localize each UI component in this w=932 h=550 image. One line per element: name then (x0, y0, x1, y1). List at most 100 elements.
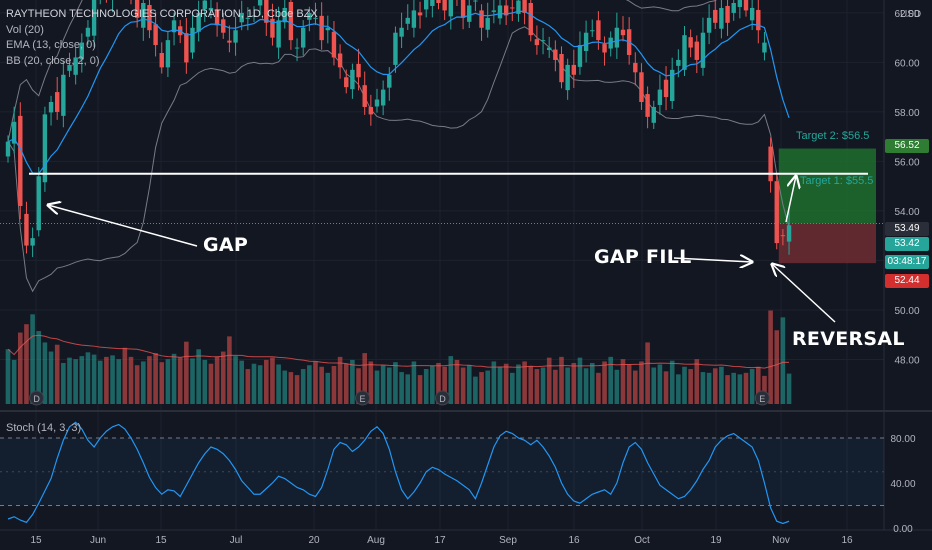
candle-body (405, 17, 410, 24)
volume-bar (479, 372, 484, 404)
event-badge-label: D (439, 394, 446, 404)
countdown-label: 03:48:17 (885, 255, 929, 269)
bb-lower (7, 26, 790, 293)
volume-bar (448, 356, 454, 404)
volume-bar (571, 362, 577, 404)
candle-body (577, 45, 583, 67)
candle-body (620, 29, 626, 36)
candle-body (307, 12, 312, 20)
volume-bar (454, 359, 460, 404)
event-badge (355, 390, 371, 406)
candle-body (42, 114, 48, 183)
candle-body (768, 146, 773, 182)
candle-body (559, 53, 564, 83)
volume-bar (134, 365, 140, 404)
volume-bar (79, 356, 85, 404)
target1-label: Target 1: $55.5 (800, 175, 874, 187)
volume-bar (337, 356, 343, 404)
stoch-tick-label: 0.00 (893, 524, 913, 535)
candle-body (467, 5, 472, 22)
candle-body (497, 5, 503, 19)
volume-bar (589, 362, 595, 404)
volume-bar (516, 364, 521, 404)
time-tick-label: 19 (710, 535, 722, 546)
price-tick-label: 62.00 (894, 9, 919, 20)
bb-upper (7, 0, 717, 142)
volume-bar (91, 354, 97, 404)
candle-body (79, 42, 84, 60)
volume-bar (442, 366, 447, 404)
candle-body (159, 53, 164, 68)
candle-body (325, 27, 330, 31)
candle-body (233, 30, 238, 43)
indicator-vol[interactable]: Vol (20) (6, 23, 44, 36)
volume-bar (596, 372, 601, 404)
volume-bar (153, 353, 158, 404)
candle-body (24, 213, 29, 246)
time-tick-label: Jun (90, 535, 106, 546)
volume-bar (165, 359, 171, 404)
volume-ma-line (7, 334, 790, 369)
volume-bar (411, 361, 417, 404)
candle-body (196, 12, 201, 32)
volume-bar (639, 361, 644, 404)
indicator-bb[interactable]: BB (20, close, 2, 0) (6, 54, 100, 67)
indicator-ema[interactable]: EMA (13, close, 0) (6, 39, 96, 51)
volume-bar (30, 314, 35, 404)
stoch-tick-label: 80.00 (890, 434, 915, 445)
volume-bar (177, 357, 183, 404)
volume-bar (220, 351, 226, 404)
volume-bar (756, 366, 761, 404)
volume-bar (380, 365, 386, 404)
volume-bar (270, 357, 275, 404)
volume-bar (497, 366, 503, 404)
volume-bar (128, 356, 134, 404)
price-tick-label: 50.00 (894, 306, 919, 317)
time-tick-label: 15 (30, 535, 42, 546)
gap-fill-arrow (673, 258, 752, 262)
candle-body (503, 5, 509, 16)
volume-bar (313, 361, 318, 404)
candle-body (688, 37, 693, 48)
candle-body (743, 0, 749, 11)
volume-bar (294, 375, 300, 404)
volume-bar (436, 362, 441, 404)
volume-bar (159, 362, 165, 404)
candle-body (565, 64, 570, 91)
candle-body (251, 15, 257, 17)
volume-bar (251, 363, 257, 404)
candle-body (749, 7, 755, 21)
volume-bar (36, 331, 42, 404)
candle-body (337, 53, 343, 68)
candle-body (780, 235, 786, 237)
price-tick-label: 60.00 (894, 58, 919, 69)
volume-bar (712, 368, 718, 404)
volume-bar (565, 367, 570, 404)
candle-body (786, 225, 792, 242)
gap-annotation: GAP (203, 234, 249, 256)
candles[interactable] (5, 0, 792, 257)
candle-body (11, 121, 17, 144)
volume-bar (97, 360, 103, 404)
volume-bar (786, 373, 792, 404)
volume-bar (362, 353, 367, 404)
volume-bar (288, 372, 294, 404)
volume-bar (485, 370, 490, 404)
candle-body (288, 2, 294, 41)
candle-body (48, 102, 54, 113)
volume-bar (749, 369, 755, 404)
candle-body (737, 0, 743, 7)
stoch-legend[interactable]: Stoch (14, 3, 3) (6, 422, 82, 434)
volume-bar (768, 310, 773, 404)
candle-body (571, 64, 576, 75)
candle-body (725, 5, 730, 23)
volume-bar (510, 372, 515, 404)
volume-bar (343, 363, 349, 404)
price-tick-label: 48.00 (894, 355, 919, 366)
volume-bar (122, 347, 128, 404)
candle-body (227, 40, 232, 43)
volume-bar (460, 367, 466, 404)
volume-bar (405, 374, 411, 404)
candle-body (547, 47, 552, 51)
